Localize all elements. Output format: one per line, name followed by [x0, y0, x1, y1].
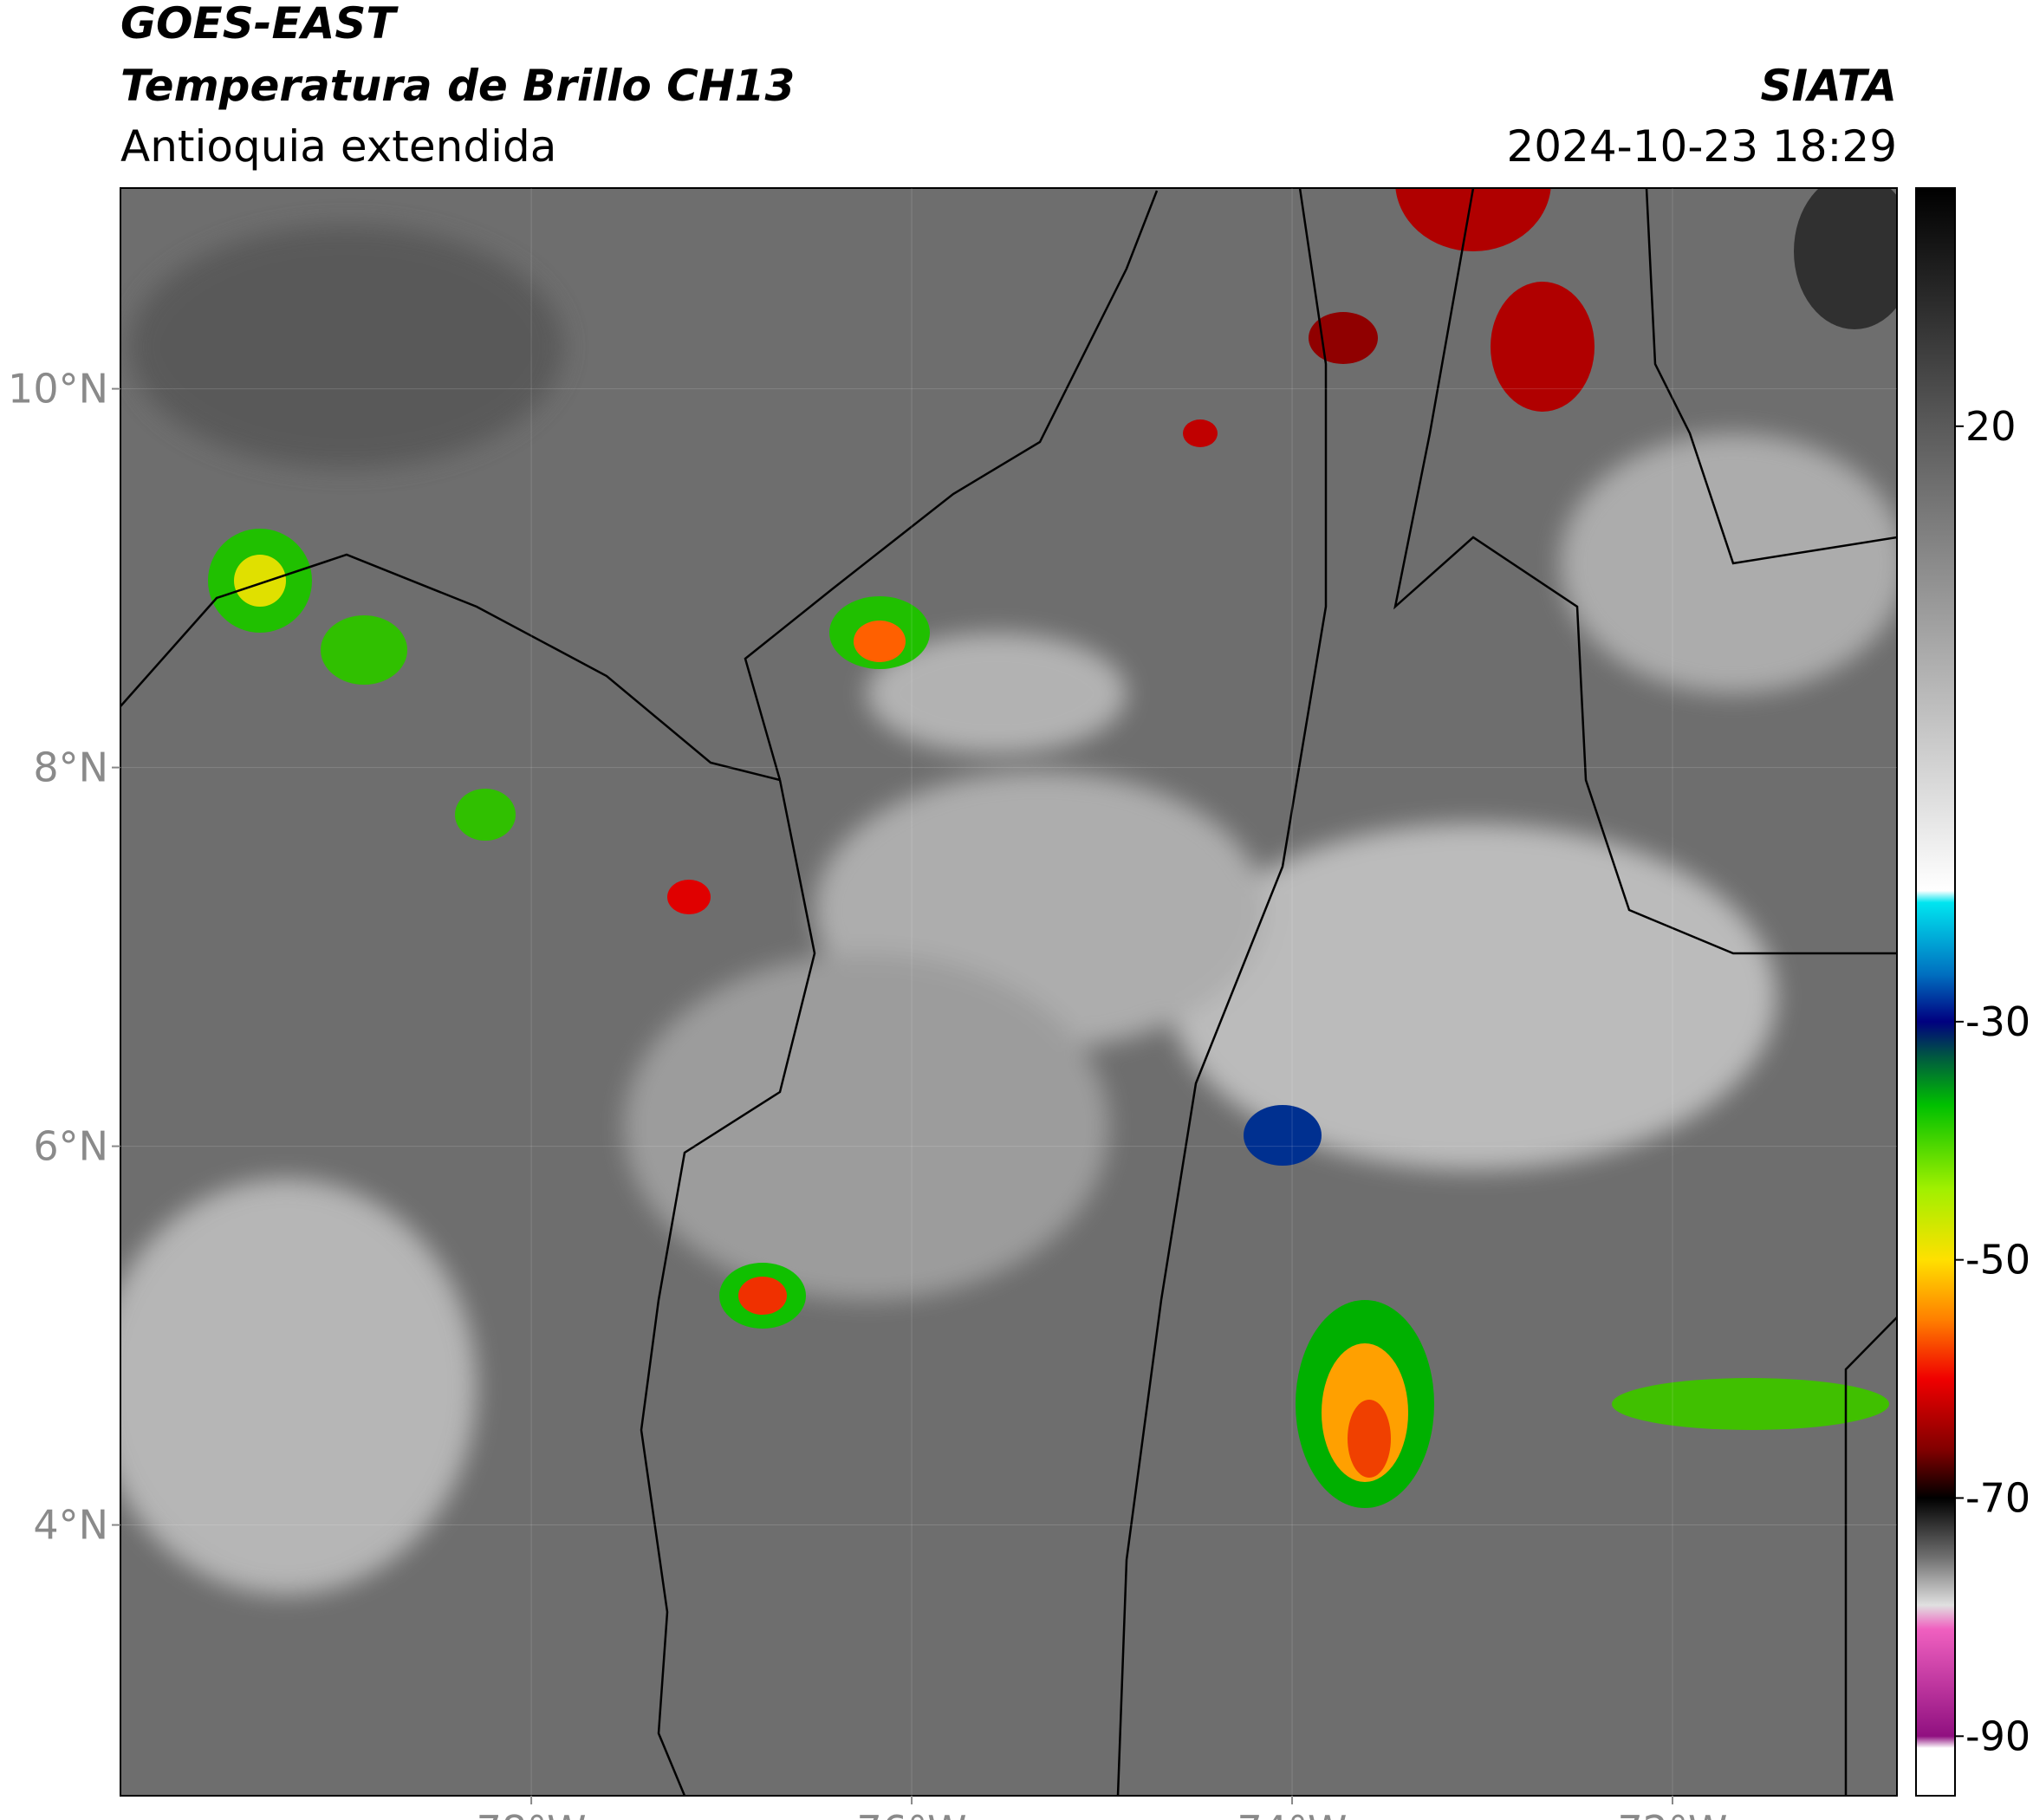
plot-frame: [120, 187, 1898, 1797]
colorbar-tick-label: 20: [1965, 403, 2017, 450]
x-tick-label: 74°W: [1237, 1807, 1348, 1820]
y-tick-label: 6°N: [33, 1123, 108, 1170]
subtitle: Temperatura de Brillo CH13: [120, 61, 795, 111]
x-tick-label: 76°W: [857, 1807, 967, 1820]
title: GOES-EAST: [120, 0, 399, 49]
cloud-tops: [208, 188, 1897, 1508]
borders: [120, 188, 1897, 1796]
colorbar: 20 -30 -50 -70 -90: [1915, 187, 2030, 1797]
x-tick-label: 72°W: [1617, 1807, 1727, 1820]
y-tick-label: 4°N: [33, 1502, 108, 1549]
colorbar-tick-label: -30: [1965, 998, 2030, 1045]
region: Antioquia extendida: [120, 121, 556, 172]
y-tick-label: 8°N: [33, 744, 108, 791]
colorbar-tick-label: -90: [1965, 1713, 2030, 1759]
colorbar-tick-label: -70: [1965, 1474, 2030, 1521]
colorbar-scale: [1915, 187, 1956, 1797]
y-tick-label: 10°N: [8, 366, 108, 413]
axes: 78°W 76°W 74°W 72°W 10°N 8°N 6°N 4°N: [8, 188, 1897, 1820]
source: SIATA: [1761, 61, 1897, 111]
timestamp: 2024-10-23 18:29: [1506, 121, 1897, 172]
colorbar-tick-label: -50: [1965, 1237, 2030, 1284]
satellite-image: [120, 188, 1897, 1796]
x-tick-label: 78°W: [477, 1807, 587, 1820]
